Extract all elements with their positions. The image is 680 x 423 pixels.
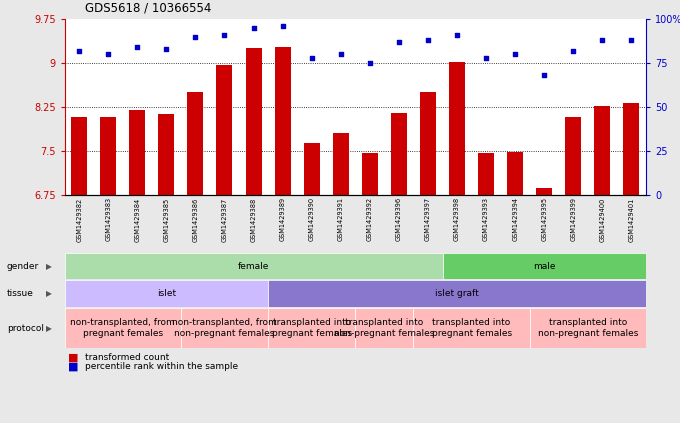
Bar: [65, 308, 181, 348]
Bar: [216, 65, 233, 195]
Point: [510, 51, 521, 58]
Point: [219, 31, 230, 38]
Bar: [158, 114, 174, 195]
Text: non-transplanted, from
pregnant females: non-transplanted, from pregnant females: [70, 319, 175, 338]
Point: [568, 47, 579, 54]
Bar: [507, 152, 523, 195]
Text: islet: islet: [157, 289, 176, 298]
Text: transplanted into
pregnant females: transplanted into pregnant females: [432, 319, 511, 338]
Point: [306, 54, 317, 61]
Bar: [413, 308, 530, 348]
Text: islet graft: islet graft: [435, 289, 479, 298]
Text: ▶: ▶: [46, 289, 52, 298]
Bar: [100, 117, 116, 195]
Bar: [275, 47, 290, 195]
Bar: [268, 308, 356, 348]
Bar: [624, 103, 639, 195]
Text: transplanted into
pregnant females: transplanted into pregnant females: [271, 319, 352, 338]
Point: [452, 31, 462, 38]
Bar: [478, 153, 494, 195]
Bar: [594, 106, 611, 195]
Bar: [530, 308, 646, 348]
Point: [626, 37, 637, 44]
Text: GDS5618 / 10366554: GDS5618 / 10366554: [85, 2, 211, 15]
Bar: [129, 110, 146, 195]
Bar: [355, 308, 413, 348]
Text: ■: ■: [68, 362, 78, 372]
Bar: [391, 113, 407, 195]
Point: [73, 47, 84, 54]
Bar: [181, 308, 268, 348]
Text: gender: gender: [7, 261, 39, 271]
Text: transformed count: transformed count: [85, 353, 169, 362]
Bar: [304, 143, 320, 195]
Point: [481, 54, 492, 61]
Text: ▶: ▶: [46, 261, 52, 271]
Text: ■: ■: [68, 352, 78, 363]
Bar: [443, 253, 646, 279]
Point: [335, 51, 346, 58]
Point: [190, 33, 201, 40]
Point: [161, 46, 172, 52]
Text: tissue: tissue: [7, 289, 34, 298]
Text: transplanted into
non-pregnant females: transplanted into non-pregnant females: [334, 319, 435, 338]
Bar: [333, 133, 349, 195]
Bar: [565, 117, 581, 195]
Text: non-transplanted, from
non-pregnant females: non-transplanted, from non-pregnant fema…: [172, 319, 277, 338]
Bar: [537, 187, 552, 195]
Point: [422, 37, 433, 44]
Point: [597, 37, 608, 44]
Text: male: male: [533, 261, 556, 271]
Bar: [245, 48, 262, 195]
Bar: [420, 92, 436, 195]
Bar: [268, 280, 646, 307]
Point: [248, 25, 259, 31]
Point: [364, 60, 375, 66]
Text: female: female: [238, 261, 269, 271]
Text: ▶: ▶: [46, 324, 52, 332]
Point: [539, 72, 549, 79]
Point: [394, 38, 405, 45]
Bar: [71, 117, 87, 195]
Text: protocol: protocol: [7, 324, 44, 332]
Text: percentile rank within the sample: percentile rank within the sample: [85, 363, 238, 371]
Bar: [65, 280, 268, 307]
Point: [277, 23, 288, 30]
Point: [132, 44, 143, 50]
Bar: [188, 92, 203, 195]
Bar: [362, 153, 378, 195]
Bar: [65, 253, 443, 279]
Point: [103, 51, 114, 58]
Bar: [449, 62, 465, 195]
Text: transplanted into
non-pregnant females: transplanted into non-pregnant females: [538, 319, 638, 338]
